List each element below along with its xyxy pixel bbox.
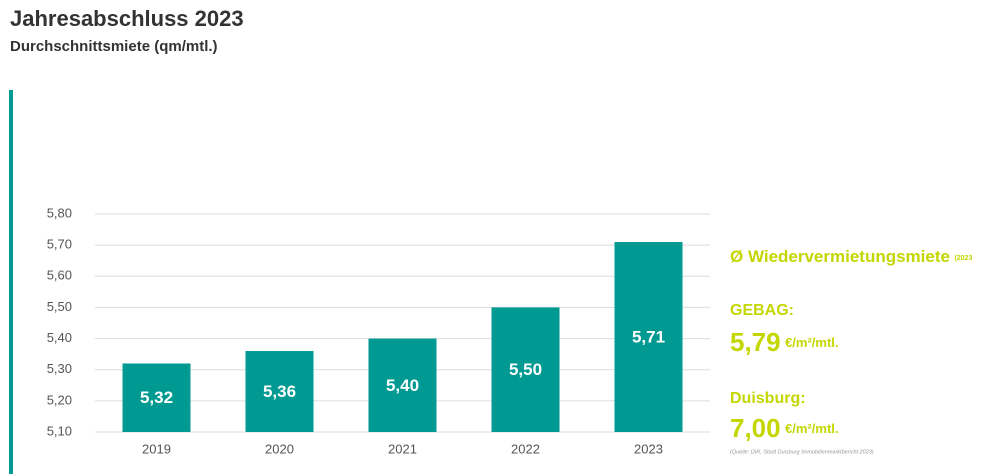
y-tick-label: 5,30 bbox=[47, 361, 72, 376]
bar bbox=[614, 242, 683, 432]
y-tick-label: 5,80 bbox=[47, 205, 72, 220]
duisburg-label: Duisburg: bbox=[730, 390, 806, 407]
accent-bar bbox=[9, 90, 13, 474]
duisburg-unit: €/m²/mtl. bbox=[785, 421, 838, 436]
bar bbox=[122, 363, 191, 432]
duisburg-figure: 7,00 €/m²/mtl. bbox=[730, 413, 839, 443]
value-label: 5,40 bbox=[386, 376, 419, 395]
value-label: 5,50 bbox=[509, 360, 542, 379]
value-label: 5,71 bbox=[632, 327, 665, 346]
y-tick-label: 5,60 bbox=[47, 268, 72, 283]
y-tick-label: 5,40 bbox=[47, 330, 72, 345]
x-tick-label: 2019 bbox=[142, 441, 171, 456]
chart-subtitle: Durchschnittsmiete (qm/mtl.) bbox=[10, 38, 218, 55]
gebag-value: 5,79 bbox=[730, 327, 781, 357]
bar bbox=[491, 307, 560, 432]
bar bbox=[368, 338, 437, 432]
side-heading: Ø Wiedervermietungsmiete (2023 bbox=[730, 247, 972, 266]
x-tick-label: 2022 bbox=[511, 441, 540, 456]
x-tick-label: 2020 bbox=[265, 441, 294, 456]
chart-title: Jahresabschluss 2023 bbox=[10, 6, 244, 31]
y-tick-label: 5,20 bbox=[47, 392, 72, 407]
duisburg-value: 7,00 bbox=[730, 413, 781, 443]
heading-note: (2023 bbox=[954, 255, 972, 262]
value-label: 5,36 bbox=[263, 382, 296, 401]
heading: Ø Wiedervermietungsmiete bbox=[730, 247, 950, 266]
bar bbox=[245, 351, 314, 432]
value-label: 5,32 bbox=[140, 388, 173, 407]
x-tick-label: 2021 bbox=[388, 441, 417, 456]
source-note: (Quelle: DIR, Stadt Duisburg Immobilienm… bbox=[730, 449, 874, 455]
gebag-unit: €/m²/mtl. bbox=[785, 335, 838, 350]
gebag-figure: 5,79 €/m²/mtl. bbox=[730, 327, 839, 357]
y-tick-label: 5,50 bbox=[47, 299, 72, 314]
x-tick-label: 2023 bbox=[634, 441, 663, 456]
y-tick-label: 5,10 bbox=[47, 423, 72, 438]
y-tick-label: 5,70 bbox=[47, 237, 72, 252]
gebag-label: GEBAG: bbox=[730, 302, 794, 319]
